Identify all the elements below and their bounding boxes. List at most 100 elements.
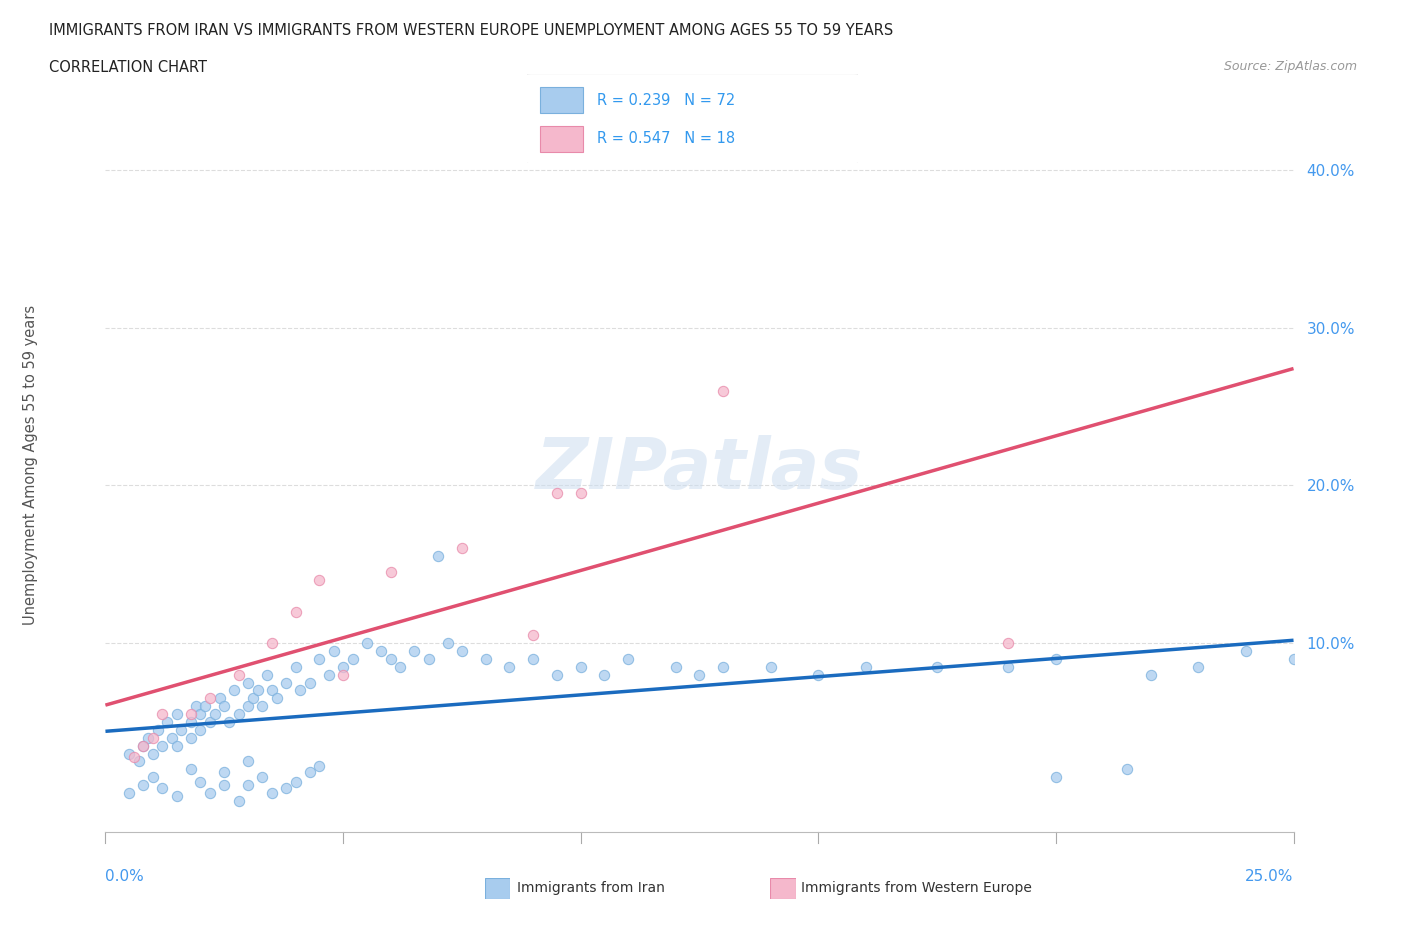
- Point: [427, 549, 450, 564]
- Point: [190, 707, 212, 722]
- Point: [274, 675, 297, 690]
- Text: R = 0.547   N = 18: R = 0.547 N = 18: [596, 131, 735, 146]
- Point: [242, 691, 264, 706]
- Point: [142, 730, 165, 745]
- Point: [546, 485, 568, 500]
- Point: [1045, 651, 1067, 666]
- Point: [132, 738, 155, 753]
- Point: [198, 714, 221, 729]
- Point: [128, 754, 150, 769]
- Point: [132, 777, 155, 792]
- Text: R = 0.239   N = 72: R = 0.239 N = 72: [596, 92, 735, 108]
- Point: [190, 723, 212, 737]
- Point: [180, 762, 202, 777]
- Point: [208, 691, 231, 706]
- Point: [450, 644, 472, 658]
- Point: [156, 714, 179, 729]
- Point: [997, 659, 1019, 674]
- Bar: [540, 126, 583, 153]
- Point: [228, 793, 250, 808]
- Bar: [540, 86, 583, 113]
- Text: CORRELATION CHART: CORRELATION CHART: [49, 60, 207, 75]
- Point: [997, 636, 1019, 651]
- Point: [166, 707, 188, 722]
- Point: [1116, 762, 1139, 777]
- Point: [252, 698, 274, 713]
- Point: [380, 651, 402, 666]
- Point: [236, 675, 259, 690]
- Point: [474, 651, 496, 666]
- Point: [1187, 659, 1209, 674]
- Text: 25.0%: 25.0%: [1246, 869, 1294, 883]
- Point: [260, 636, 283, 651]
- Point: [1045, 770, 1067, 785]
- Point: [142, 770, 165, 785]
- Point: [322, 644, 344, 658]
- Point: [290, 683, 312, 698]
- Point: [256, 667, 278, 682]
- Point: [180, 714, 202, 729]
- Point: [252, 770, 274, 785]
- Point: [711, 659, 734, 674]
- Point: [665, 659, 688, 674]
- Point: [166, 738, 188, 753]
- Point: [522, 651, 544, 666]
- Point: [228, 667, 250, 682]
- Point: [214, 777, 236, 792]
- Point: [298, 765, 321, 780]
- Point: [236, 754, 259, 769]
- Point: [152, 707, 174, 722]
- Point: [569, 659, 592, 674]
- Point: [298, 675, 321, 690]
- Point: [236, 777, 259, 792]
- Point: [166, 789, 188, 804]
- Text: 0.0%: 0.0%: [105, 869, 145, 883]
- Point: [152, 738, 174, 753]
- Point: [855, 659, 877, 674]
- Point: [260, 786, 283, 801]
- Point: [759, 659, 782, 674]
- Point: [146, 723, 169, 737]
- Point: [228, 707, 250, 722]
- Point: [308, 573, 330, 588]
- Point: [142, 746, 165, 761]
- FancyBboxPatch shape: [524, 73, 860, 164]
- Point: [925, 659, 948, 674]
- Point: [180, 730, 202, 745]
- Point: [450, 541, 472, 556]
- Point: [308, 651, 330, 666]
- Point: [436, 636, 458, 651]
- Point: [569, 485, 592, 500]
- Point: [342, 651, 364, 666]
- Point: [711, 383, 734, 398]
- Point: [152, 781, 174, 796]
- Point: [1282, 651, 1305, 666]
- Point: [246, 683, 269, 698]
- Point: [198, 786, 221, 801]
- Text: ZIPatlas: ZIPatlas: [536, 435, 863, 504]
- Point: [194, 698, 217, 713]
- Point: [260, 683, 283, 698]
- Point: [807, 667, 830, 682]
- Point: [418, 651, 440, 666]
- Point: [214, 765, 236, 780]
- Point: [284, 775, 307, 790]
- Text: Unemployment Among Ages 55 to 59 years: Unemployment Among Ages 55 to 59 years: [24, 305, 38, 625]
- Point: [274, 781, 297, 796]
- Point: [689, 667, 711, 682]
- Point: [218, 714, 240, 729]
- Text: Immigrants from Western Europe: Immigrants from Western Europe: [801, 881, 1032, 896]
- Point: [356, 636, 378, 651]
- Point: [198, 691, 221, 706]
- Point: [1140, 667, 1163, 682]
- Point: [180, 707, 202, 722]
- Point: [266, 691, 288, 706]
- Point: [170, 723, 193, 737]
- Point: [380, 565, 402, 579]
- Point: [1234, 644, 1257, 658]
- Point: [546, 667, 568, 682]
- Text: Source: ZipAtlas.com: Source: ZipAtlas.com: [1223, 60, 1357, 73]
- Point: [118, 786, 141, 801]
- Point: [190, 775, 212, 790]
- Point: [617, 651, 640, 666]
